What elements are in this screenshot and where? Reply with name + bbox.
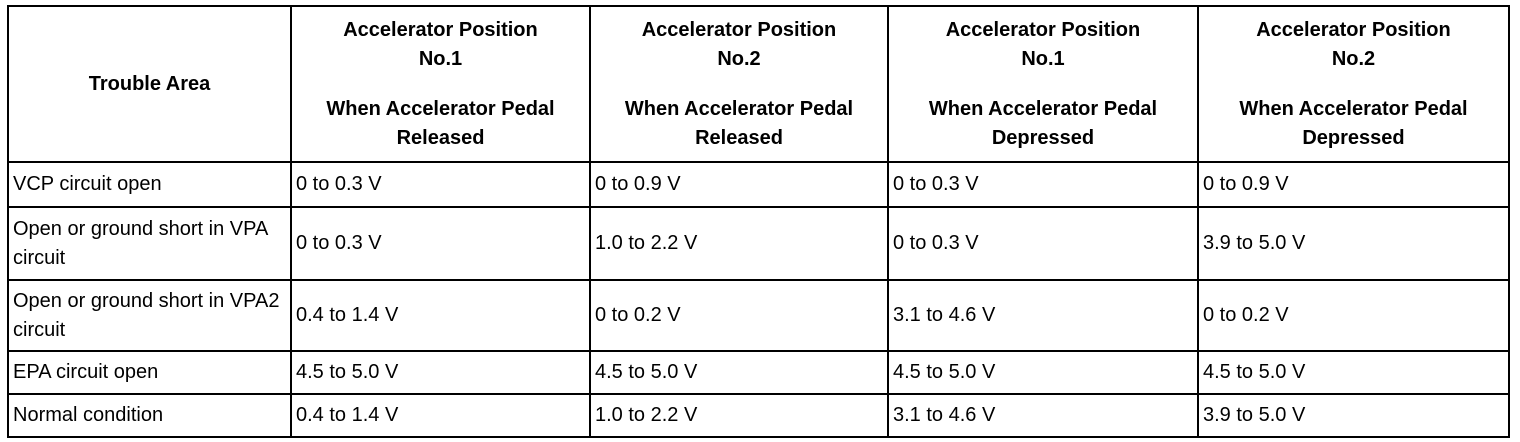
voltage-cell: 0 to 0.2 V xyxy=(1197,279,1510,352)
header-title-line: No.1 xyxy=(1021,47,1065,70)
column-header: Accelerator Position No.2 When Accelerator… xyxy=(1197,5,1510,163)
header-state-line: Released xyxy=(396,126,485,149)
voltage-cell: 0 to 0.3 V xyxy=(887,206,1199,281)
corner-header: Trouble Area xyxy=(7,5,292,163)
voltage-cell: 0 to 0.2 V xyxy=(589,279,889,352)
voltage-cell: 1.0 to 2.2 V xyxy=(589,393,889,438)
voltage-cell: 3.1 to 4.6 V xyxy=(887,393,1199,438)
voltage-cell: 0 to 0.9 V xyxy=(589,161,889,208)
header-state-line: Released xyxy=(695,126,783,149)
trouble-area-cell: EPA circuit open xyxy=(7,350,292,395)
header-state-line: When Accelerator Pedal xyxy=(1239,97,1468,120)
header-state-line: Depressed xyxy=(1302,126,1405,149)
table-row: EPA circuit open 4.5 to 5.0 V 4.5 to 5.0 V… xyxy=(7,350,1510,395)
voltage-cell: 3.1 to 4.6 V xyxy=(887,279,1199,352)
table-row: Normal condition 0.4 to 1.4 V 1.0 to 2.2 V… xyxy=(7,393,1510,438)
table-row: Open or ground short in VPA circuit 0 to … xyxy=(7,206,1510,281)
trouble-area-cell: Open or ground short in VPA circuit xyxy=(7,206,292,281)
voltage-cell: 4.5 to 5.0 V xyxy=(887,350,1199,395)
voltage-cell: 0.4 to 1.4 V xyxy=(290,279,591,352)
column-header: Accelerator Position No.1 When Accelerator… xyxy=(290,5,591,163)
voltage-cell: 0 to 0.3 V xyxy=(290,206,591,281)
header-row: Trouble Area Accelerator Position No.1 Whe… xyxy=(7,5,1510,163)
header-state-line: When Accelerator Pedal xyxy=(928,97,1158,120)
voltage-table: Trouble Area Accelerator Position No.1 Whe… xyxy=(7,5,1510,438)
voltage-cell: 4.5 to 5.0 V xyxy=(1197,350,1510,395)
header-title-line: Accelerator Position xyxy=(1256,18,1451,41)
trouble-area-cell: Normal condition xyxy=(7,393,292,438)
voltage-cell: 4.5 to 5.0 V xyxy=(589,350,889,395)
header-title-line: No.2 xyxy=(1331,47,1376,70)
table-row: Open or ground short in VPA2 circuit 0.4 … xyxy=(7,279,1510,352)
header-title-line: Accelerator Position xyxy=(343,18,538,41)
column-header: Accelerator Position No.2 When Accelerator… xyxy=(589,5,889,163)
voltage-cell: 0 to 0.3 V xyxy=(290,161,591,208)
voltage-cell: 3.9 to 5.0 V xyxy=(1197,393,1510,438)
header-state-line: When Accelerator Pedal xyxy=(326,97,555,120)
header-state-line: Depressed xyxy=(991,126,1095,149)
voltage-cell: 0 to 0.3 V xyxy=(887,161,1199,208)
voltage-cell: 0 to 0.9 V xyxy=(1197,161,1510,208)
column-header: Accelerator Position No.1 When Accelerator… xyxy=(887,5,1199,163)
header-title-line: Accelerator Position xyxy=(945,18,1141,41)
header-title-line: No.1 xyxy=(418,47,463,70)
voltage-cell: 0.4 to 1.4 V xyxy=(290,393,591,438)
header-title-line: Accelerator Position xyxy=(641,18,837,41)
voltage-cell: 3.9 to 5.0 V xyxy=(1197,206,1510,281)
trouble-area-cell: Open or ground short in VPA2 circuit xyxy=(7,279,292,352)
header-title-line: No.2 xyxy=(717,47,761,70)
voltage-cell: 4.5 to 5.0 V xyxy=(290,350,591,395)
header-state-line: When Accelerator Pedal xyxy=(624,97,854,120)
trouble-area-cell: VCP circuit open xyxy=(7,161,292,208)
voltage-cell: 1.0 to 2.2 V xyxy=(589,206,889,281)
